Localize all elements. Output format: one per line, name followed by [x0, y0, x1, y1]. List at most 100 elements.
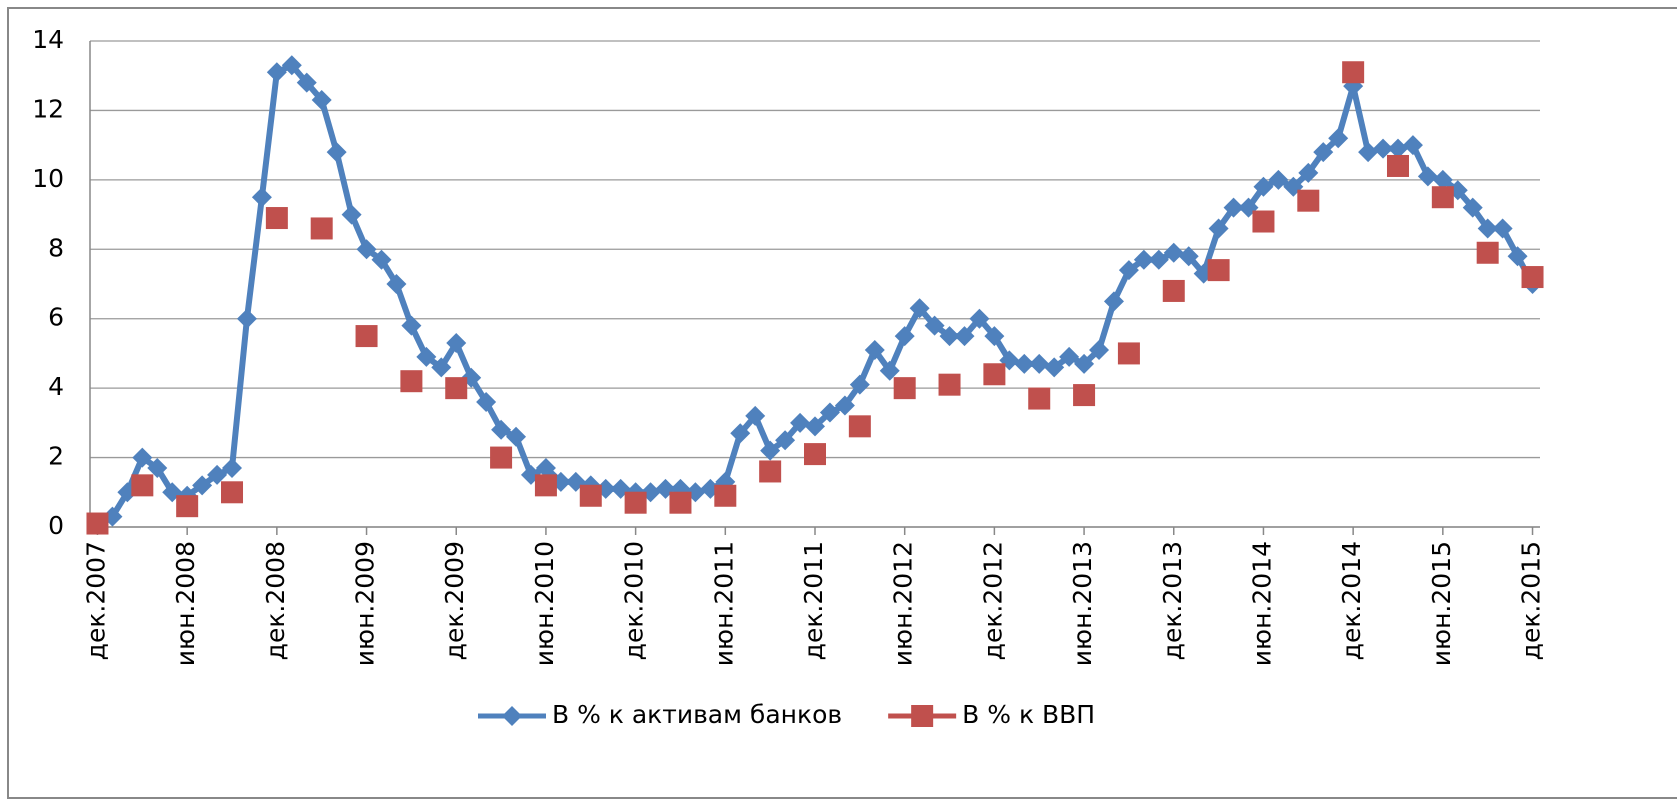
point — [356, 239, 377, 260]
point — [1223, 197, 1244, 218]
point — [579, 484, 602, 507]
point — [624, 491, 647, 514]
point — [236, 308, 257, 329]
point — [893, 377, 916, 400]
point — [222, 457, 243, 478]
point — [1208, 218, 1229, 239]
point — [131, 474, 154, 497]
point — [535, 457, 556, 478]
point — [1492, 218, 1513, 239]
point — [879, 360, 900, 381]
x-tick-label: дек.2008 — [261, 541, 290, 660]
point — [1253, 176, 1274, 197]
x-tick-label: июн.2008 — [171, 541, 200, 666]
point — [984, 326, 1005, 347]
point — [534, 474, 557, 497]
y-tick-label: 10 — [32, 164, 64, 193]
x-tick-label: дек.2009 — [440, 541, 469, 660]
point — [147, 457, 168, 478]
point — [1313, 142, 1334, 163]
point — [1268, 169, 1289, 190]
x-tick-label: июн.2015 — [1427, 541, 1456, 666]
legend-label: В % к ВВП — [962, 700, 1095, 729]
point — [251, 187, 272, 208]
legend-marker — [502, 706, 522, 726]
x-tick-label: июн.2014 — [1247, 541, 1276, 666]
point — [1297, 189, 1320, 212]
point — [1073, 384, 1096, 407]
point — [745, 405, 766, 426]
x-tick-label: июн.2011 — [709, 541, 738, 666]
legend-marker — [911, 705, 934, 727]
y-tick-label: 8 — [48, 233, 64, 262]
x-tick-label: дек.2014 — [1337, 541, 1366, 660]
point — [1207, 259, 1230, 282]
point — [1507, 246, 1528, 267]
point — [939, 326, 960, 347]
y-tick-label: 14 — [32, 25, 64, 54]
point — [1476, 241, 1499, 264]
point — [954, 326, 975, 347]
point — [714, 484, 737, 507]
point — [371, 249, 392, 270]
point — [864, 339, 885, 360]
point — [790, 412, 811, 433]
point — [1059, 346, 1080, 367]
point — [400, 370, 423, 393]
point — [266, 62, 287, 83]
point — [1133, 249, 1154, 270]
point — [326, 142, 347, 163]
point — [1521, 266, 1544, 289]
point — [1477, 218, 1498, 239]
x-tick-label: дек.2007 — [81, 541, 110, 660]
point — [1462, 197, 1483, 218]
point — [281, 55, 302, 76]
point — [491, 419, 512, 440]
x-tick-label: дек.2010 — [620, 541, 649, 660]
x-tick-label: дек.2015 — [1517, 541, 1546, 660]
point — [1298, 162, 1319, 183]
point — [894, 326, 915, 347]
point — [924, 315, 945, 336]
point — [265, 207, 288, 230]
point — [490, 446, 513, 469]
point — [849, 374, 870, 395]
point — [1417, 166, 1438, 187]
point — [1432, 169, 1453, 190]
point — [760, 440, 781, 461]
point — [341, 204, 362, 225]
point — [1162, 279, 1185, 302]
point — [386, 274, 407, 294]
x-tick-label: дек.2012 — [978, 541, 1007, 660]
point — [804, 443, 826, 466]
point — [969, 308, 990, 329]
point — [1118, 260, 1139, 281]
x-tick-label: дек.2011 — [799, 541, 828, 660]
point — [176, 495, 199, 518]
point — [730, 423, 751, 444]
point — [1342, 61, 1365, 84]
y-tick-label: 4 — [48, 372, 64, 401]
point — [1117, 342, 1140, 365]
point — [1386, 154, 1409, 177]
y-tick-label: 6 — [48, 303, 64, 332]
point — [1387, 138, 1408, 159]
point — [1014, 353, 1035, 374]
x-tick-label: июн.2012 — [889, 541, 918, 666]
point — [909, 298, 930, 319]
y-tick-label: 12 — [32, 94, 64, 123]
point — [1089, 339, 1110, 360]
point — [401, 315, 422, 336]
point — [1074, 353, 1095, 374]
point — [1148, 249, 1169, 270]
x-tick-label: июн.2010 — [530, 541, 559, 666]
point — [1431, 186, 1454, 209]
point — [1328, 128, 1349, 149]
y-tick-label: 0 — [48, 511, 64, 540]
point — [310, 217, 333, 240]
point — [805, 416, 825, 437]
point — [1163, 242, 1184, 263]
point — [192, 475, 213, 496]
point — [311, 90, 332, 111]
